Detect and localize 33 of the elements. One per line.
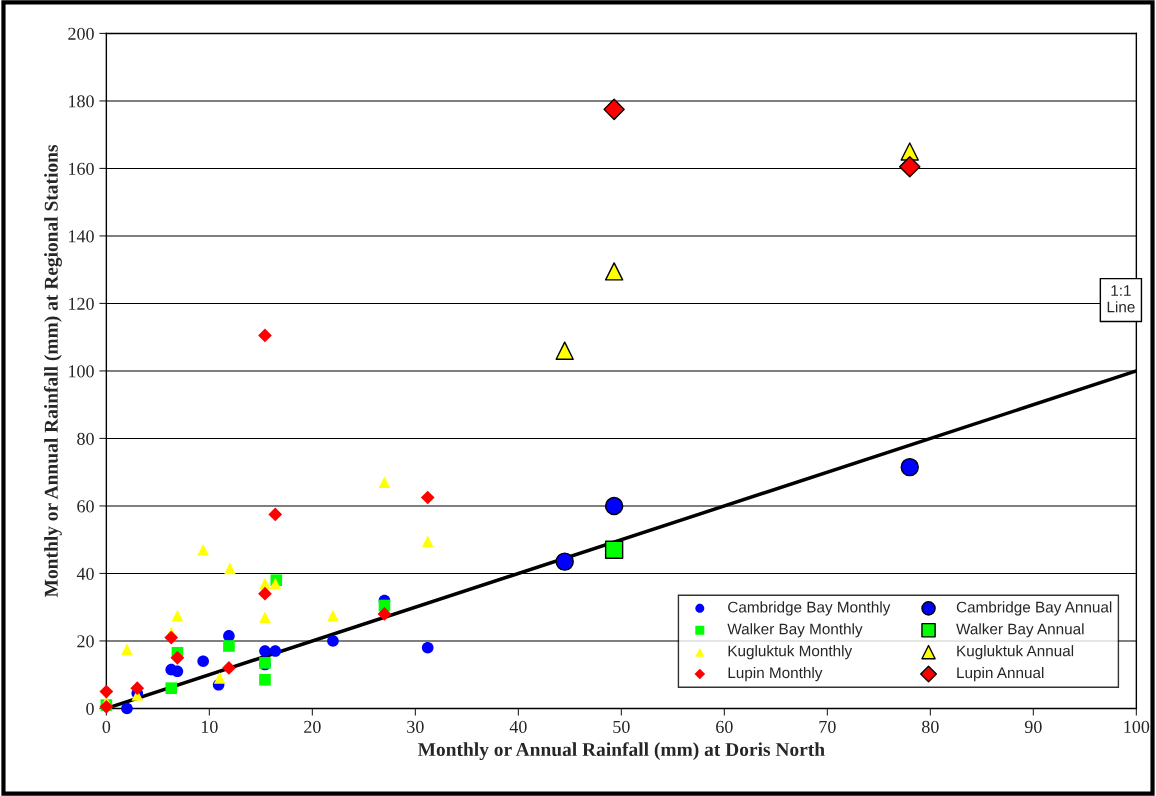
x-tick-label: 40	[509, 720, 527, 733]
x-axis-title: Monthly or Annual Rainfall (mm) at Doris North	[417, 742, 825, 761]
y-tick-label: 120	[69, 297, 94, 310]
y-tick-label: 80	[77, 432, 94, 445]
legend-label: Cambridge Bay Annual	[956, 601, 1112, 616]
x-tick-label: 90	[1024, 720, 1042, 733]
legend-label: Kugluktuk Annual	[957, 645, 1074, 660]
x-tick-label: 70	[819, 720, 836, 733]
annotation: 1:1 Line	[1107, 285, 1135, 313]
y-tick-label: 0	[86, 702, 94, 715]
x-tick-label: 20	[304, 720, 321, 733]
x-tick-label: 50	[613, 720, 630, 733]
x-tick-label: 60	[716, 720, 733, 733]
y-tick-label: 160	[69, 162, 94, 175]
x-tick-label: 10	[201, 720, 218, 733]
y-tick-label: 100	[69, 365, 94, 378]
y-tick-label: 180	[69, 95, 94, 108]
y-tick-label: 200	[68, 27, 94, 40]
y-tick-label: 40	[76, 567, 94, 580]
legend-label: Walker Bay Monthly	[727, 623, 863, 638]
x-tick-label: 30	[407, 720, 424, 733]
legend-label: Lupin Monthly	[728, 666, 823, 682]
x-tick-label: 80	[922, 720, 939, 733]
legend-label: Walker Bay Annual	[956, 623, 1084, 638]
x-tick-label: 0	[102, 720, 111, 733]
y-axis-title: Monthly or Annual Rainfall (mm) at Regional Stations	[43, 144, 62, 598]
legend-label: Lupin Annual	[957, 666, 1044, 682]
legend-label: Kugluktuk Monthly	[728, 645, 853, 660]
y-tick-label: 20	[77, 635, 94, 648]
y-tick-label: 60	[77, 500, 94, 513]
x-tick-label: 100	[1124, 720, 1150, 733]
legend-label: Cambridge Bay Monthly	[728, 601, 891, 616]
y-tick-label: 140	[69, 230, 94, 243]
